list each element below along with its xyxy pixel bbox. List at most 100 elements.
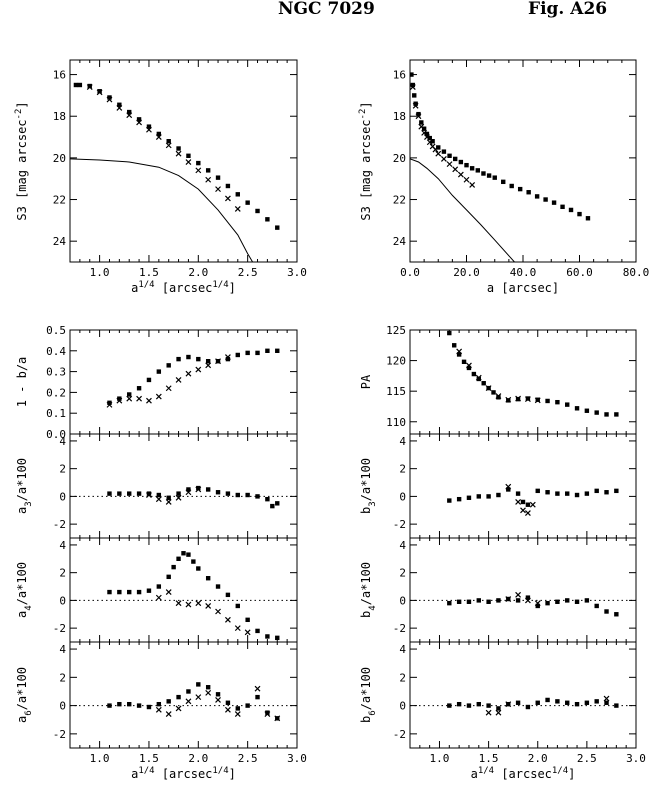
y-tick-label: 2	[59, 567, 66, 580]
data-point-square	[517, 186, 523, 192]
data-point-square	[205, 576, 211, 581]
panel-a4: -2 0 2 4 a4/a*100	[15, 537, 298, 643]
data-point-square	[186, 552, 191, 557]
y-tick-label: 2	[59, 463, 66, 476]
data-point-square	[574, 406, 580, 411]
data-point-square	[107, 589, 112, 595]
data-point-cross	[446, 161, 453, 168]
data-point-square	[565, 402, 570, 407]
data-point-square	[127, 392, 132, 397]
data-point-square	[127, 491, 132, 496]
y-tick-label: -2	[53, 728, 66, 741]
data-point-square	[496, 395, 501, 400]
data-point-square	[520, 499, 526, 505]
data-point-square	[469, 166, 475, 171]
y-tick-label: 4	[399, 435, 406, 448]
data-point-square	[515, 491, 521, 496]
data-point-cross	[175, 705, 182, 712]
x-tick-label: 3.0	[287, 752, 307, 765]
data-point-square	[476, 701, 481, 707]
data-point-cross	[603, 695, 610, 702]
y-tick-label: 2	[399, 463, 406, 476]
data-point-square	[117, 396, 122, 401]
data-point-cross	[426, 139, 433, 146]
data-point-cross	[205, 176, 212, 183]
data-point-cross	[435, 150, 442, 157]
y-tick-label: 22	[53, 194, 66, 207]
y-tick-label: 0	[59, 490, 66, 503]
data-point-square	[453, 156, 458, 162]
data-point-square	[430, 139, 435, 144]
data-point-cross	[126, 395, 133, 402]
data-point-square	[191, 559, 196, 564]
y-tick-label: -2	[393, 728, 406, 741]
x-axis-label: a1/4 [arcsec1/4]	[131, 280, 236, 295]
y-axis-label: b3/a*100	[359, 458, 378, 514]
data-point-square	[156, 584, 162, 589]
data-point-cross	[205, 603, 212, 609]
marks	[107, 682, 281, 722]
data-point-square	[466, 365, 472, 371]
y-tick-label: 16	[393, 69, 406, 82]
data-point-square	[509, 183, 514, 189]
data-point-square	[466, 703, 472, 708]
data-point-square	[146, 491, 152, 496]
data-point-cross	[146, 397, 152, 404]
data-point-square	[255, 494, 260, 499]
data-point-cross	[155, 496, 162, 503]
data-point-square	[205, 168, 211, 173]
data-point-square	[555, 599, 560, 604]
y-tick-label: 0	[59, 700, 66, 713]
y-tick-label: 20	[393, 152, 406, 165]
data-point-square	[584, 598, 590, 603]
y-tick-label: 0	[59, 594, 66, 607]
panel-position_angle: 110 115 120 125 PA	[359, 324, 637, 435]
data-point-cross	[424, 134, 430, 140]
x-tick-label: 1.5	[479, 752, 499, 765]
data-point-square	[525, 595, 531, 600]
y-tick-label: 0	[399, 700, 406, 713]
data-point-square	[476, 494, 481, 499]
data-point-square	[534, 194, 540, 199]
data-point-square	[196, 485, 201, 491]
data-point-square	[614, 612, 619, 617]
y-tick-label: 2	[399, 671, 406, 684]
data-point-square	[255, 208, 260, 214]
data-point-square	[456, 352, 462, 357]
data-point-square	[245, 350, 250, 356]
data-point-cross	[466, 362, 472, 369]
x-tick-label: 2.5	[577, 752, 597, 765]
data-point-square	[492, 175, 497, 180]
data-point-cross	[175, 150, 182, 157]
y-tick-label: 0.4	[46, 345, 66, 358]
data-point-cross	[432, 146, 439, 153]
data-point-cross	[195, 167, 202, 174]
y-tick-label: 20	[53, 152, 66, 165]
y-axis-label: S3 [mag arcsec-2]	[14, 101, 29, 220]
data-point-cross	[146, 126, 152, 133]
data-point-cross	[224, 354, 231, 360]
data-point-square	[614, 412, 619, 417]
data-point-square	[215, 490, 221, 495]
data-point-square	[466, 495, 472, 500]
y-tick-label: 4	[399, 539, 406, 552]
data-point-square	[156, 369, 162, 374]
data-point-square	[476, 376, 481, 382]
y-axis-label: b6/a*100	[359, 667, 378, 723]
data-point-square	[568, 207, 574, 213]
data-point-cross	[456, 348, 463, 355]
data-point-cross	[234, 625, 241, 632]
data-point-cross	[505, 701, 512, 708]
data-point-square	[585, 216, 591, 221]
data-point-square	[146, 588, 152, 593]
y-tick-label: 110	[386, 416, 406, 429]
y-tick-label: 120	[386, 355, 406, 368]
data-point-cross	[224, 706, 231, 713]
data-point-square	[496, 706, 501, 711]
y-tick-label: 0.1	[46, 407, 66, 420]
data-point-square	[275, 348, 280, 353]
panel-a3: -2 0 2 4 a3/a*100	[15, 433, 298, 539]
y-tick-label: 0	[399, 594, 406, 607]
data-point-cross	[136, 395, 143, 402]
data-point-square	[196, 682, 201, 687]
